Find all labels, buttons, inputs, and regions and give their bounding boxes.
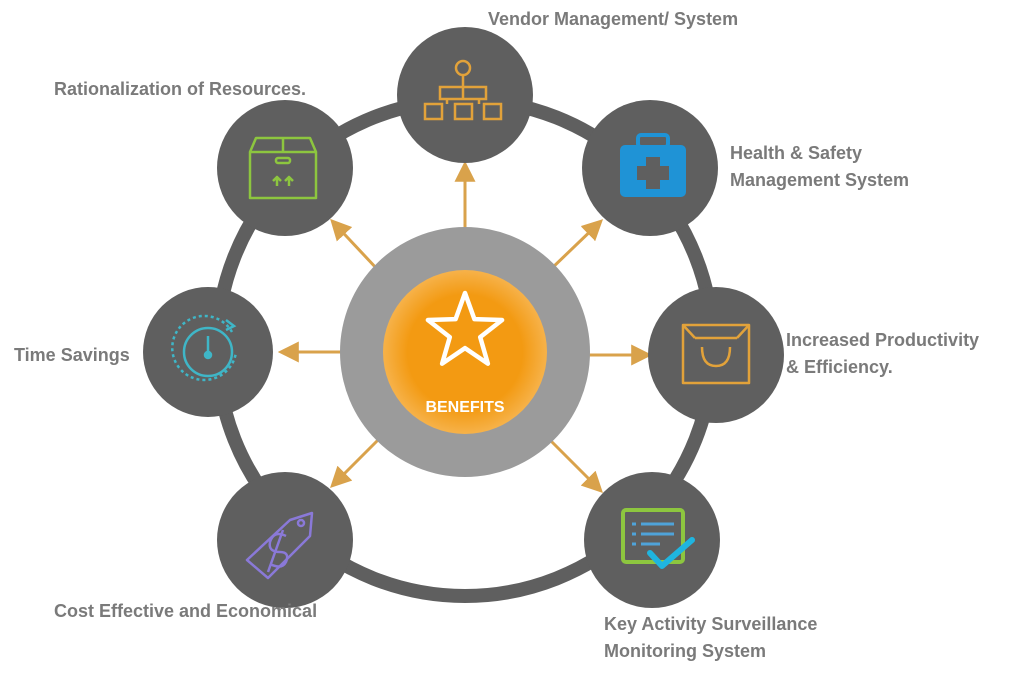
arrow-cost — [330, 438, 380, 488]
label-surveillance-line-2: Monitoring System — [604, 641, 767, 661]
center-label: BENEFITS — [425, 399, 504, 416]
arrow-health — [548, 219, 604, 272]
label-vendor-line-1: Vendor Management/ System — [488, 9, 739, 29]
label-cost-line-1: Cost Effective and Economical — [54, 601, 318, 621]
arrow-resources — [330, 218, 380, 272]
label-resources-line-1: Rationalization of Resources. — [54, 79, 307, 99]
stopwatch-icon — [171, 314, 238, 382]
price-tag-dollar-icon — [245, 511, 314, 580]
label-surveillance: Key Activity Surveillance Monitoring Sys… — [604, 611, 817, 665]
box-icon — [248, 136, 318, 200]
org-chart-icon — [423, 59, 503, 121]
label-productivity: Increased Productivity & Efficiency. — [786, 327, 979, 381]
label-time-line-1: Time Savings — [14, 345, 130, 365]
label-surveillance-line-1: Key Activity Surveillance — [604, 614, 818, 634]
node-surveillance — [584, 472, 720, 608]
node-health — [582, 100, 718, 236]
shopping-bag-icon — [681, 323, 751, 385]
label-time: Time Savings — [14, 342, 130, 369]
checklist-icon — [621, 508, 695, 569]
label-health: Health & Safety Management System — [730, 140, 909, 194]
label-productivity-line-1: Increased Productivity — [786, 330, 980, 350]
node-resources — [217, 100, 353, 236]
label-health-line-1: Health & Safety — [730, 143, 863, 163]
star-icon — [425, 290, 505, 366]
label-cost: Cost Effective and Economical — [54, 598, 317, 625]
label-resources: Rationalization of Resources. — [54, 76, 306, 103]
arrow-surveillance — [548, 438, 603, 493]
center-inner-circle — [383, 270, 547, 434]
label-vendor: Vendor Management/ System — [488, 6, 738, 33]
node-productivity — [648, 287, 784, 423]
first-aid-kit-icon — [620, 133, 686, 197]
node-cost — [217, 472, 353, 608]
arrows — [277, 160, 653, 493]
label-productivity-line-2: & Efficiency. — [786, 357, 893, 377]
node-vendor — [397, 27, 533, 163]
node-time — [143, 287, 273, 417]
label-health-line-2: Management System — [730, 170, 910, 190]
